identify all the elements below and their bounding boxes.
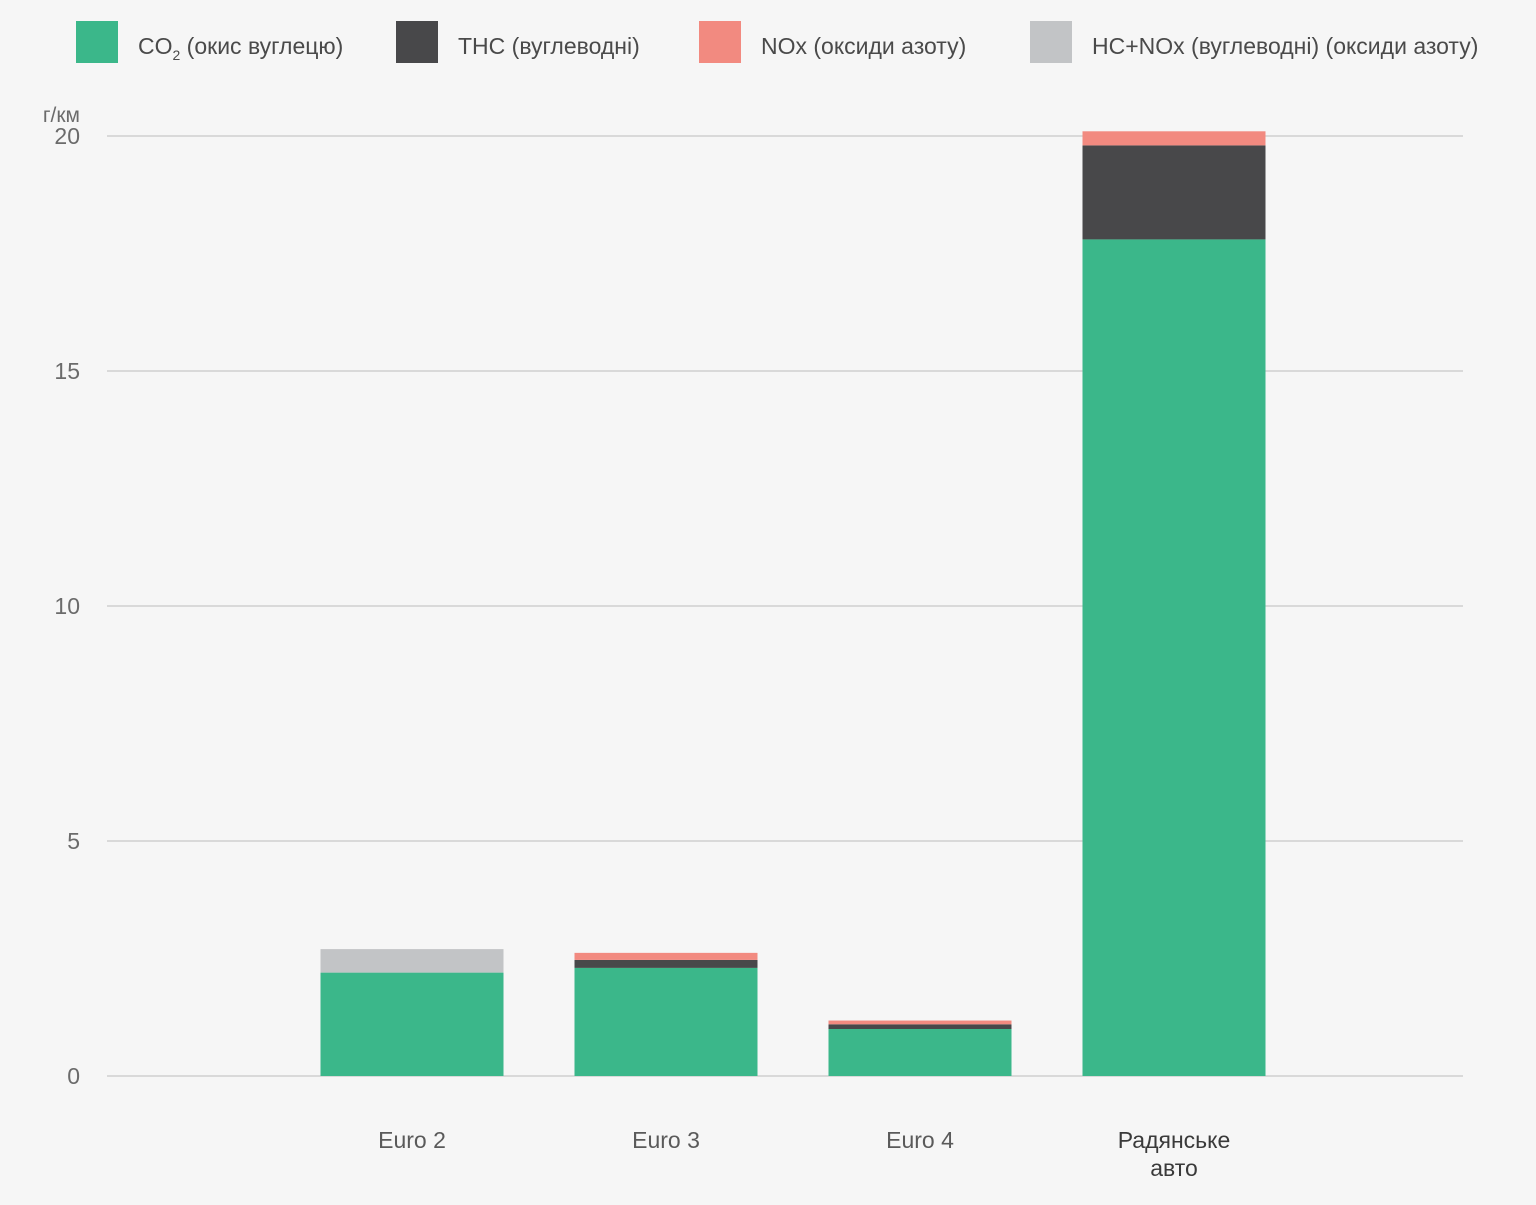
x-axis-labels: Euro 2 Euro 3 Euro 4 Радянське авто	[378, 1127, 1230, 1181]
x-category-label: Euro 2	[378, 1127, 446, 1153]
x-category-label: Euro 4	[886, 1127, 954, 1153]
bar-segment	[574, 967, 758, 1076]
bar-segment	[320, 949, 504, 973]
bar-segment	[828, 1020, 1012, 1025]
legend-item: THC (вуглеводні)	[396, 21, 640, 63]
y-tick-label: 5	[67, 828, 80, 854]
y-tick-label: 10	[54, 593, 80, 619]
bar-segment	[1082, 145, 1266, 240]
bar-stack	[1082, 131, 1266, 1076]
bar-segment	[1082, 131, 1266, 146]
x-category-label: Euro 3	[632, 1127, 700, 1153]
bar-segment	[828, 1029, 1012, 1076]
chart-legend: CO2 (окис вуглецю) THC (вуглеводні) NOx (о…	[76, 21, 1478, 63]
legend-swatch	[1030, 21, 1072, 63]
legend-label: HC+NOx (вуглеводні) (оксиди азоту)	[1092, 33, 1478, 59]
legend-item: CO2 (окис вуглецю)	[76, 21, 343, 63]
legend-item: HC+NOx (вуглеводні) (оксиди азоту)	[1030, 21, 1478, 63]
bar-segment	[1082, 239, 1266, 1076]
bar-stack	[320, 949, 504, 1076]
bar-segment	[828, 1024, 1012, 1029]
y-tick-label: 15	[54, 358, 80, 384]
y-tick-label: 20	[54, 123, 80, 149]
legend-swatch	[699, 21, 741, 63]
y-axis-unit-label: г/км	[43, 104, 80, 127]
legend-swatch	[396, 21, 438, 63]
legend-label: THC (вуглеводні)	[458, 33, 640, 59]
bar-stack	[574, 952, 758, 1076]
x-category-label: Радянське авто	[1118, 1127, 1231, 1181]
legend-label: NOx (оксиди азоту)	[761, 33, 966, 59]
bar-segment	[574, 959, 758, 968]
bar-stacks	[320, 131, 1266, 1076]
y-tick-label: 0	[67, 1063, 80, 1089]
bar-segment	[574, 952, 758, 960]
legend-item: NOx (оксиди азоту)	[699, 21, 966, 63]
bar-segment	[320, 972, 504, 1076]
legend-swatch	[76, 21, 118, 63]
legend-label: CO2 (окис вуглецю)	[138, 33, 343, 63]
bar-stack	[828, 1020, 1012, 1076]
